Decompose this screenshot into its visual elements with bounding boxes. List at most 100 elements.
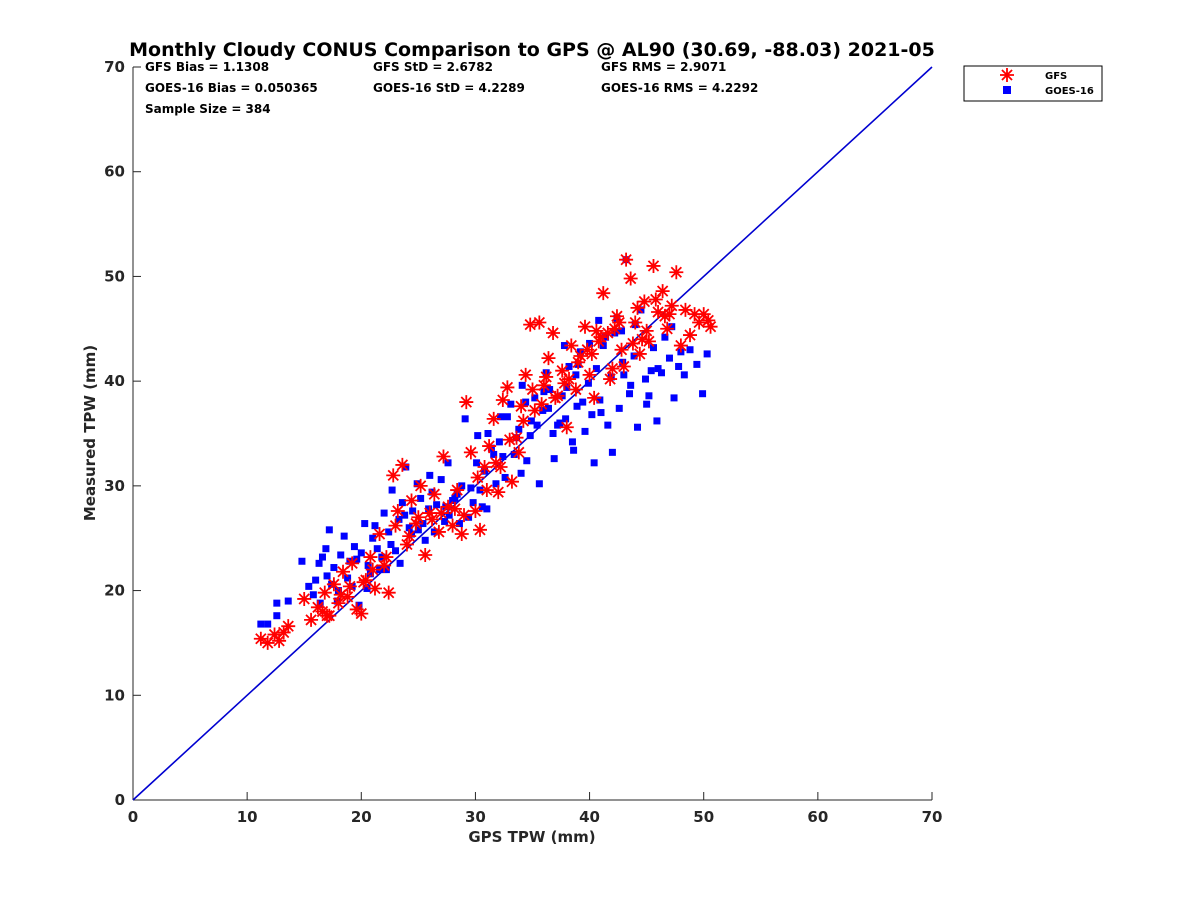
- goes16-point: [654, 365, 662, 373]
- gfs-point: [447, 501, 462, 516]
- gfs-point: [395, 457, 410, 472]
- gfs-point: [539, 369, 554, 384]
- x-tick-label: 50: [693, 808, 714, 826]
- gfs-point: [591, 334, 606, 349]
- goes16-point: [645, 392, 653, 400]
- goes16-point: [634, 423, 642, 431]
- gfs-point: [701, 313, 716, 328]
- gfs-point: [276, 625, 291, 640]
- goes16-point: [382, 566, 390, 574]
- goes16-point: [680, 371, 688, 379]
- goes16-point: [340, 532, 348, 540]
- gfs-point: [630, 300, 645, 315]
- gfs-point: [326, 577, 341, 592]
- goes16-point: [642, 375, 650, 383]
- gfs-point: [600, 325, 615, 340]
- gfs-point: [425, 512, 440, 527]
- goes16-point: [670, 394, 678, 402]
- goes16-point: [597, 409, 605, 417]
- gfs-point: [696, 307, 711, 322]
- gfs-point: [546, 325, 561, 340]
- goes16-point: [526, 432, 534, 440]
- goes16-point: [483, 505, 491, 513]
- gfs-point: [441, 499, 456, 514]
- goes16-point: [421, 536, 429, 544]
- y-tick-label: 0: [115, 791, 125, 809]
- gfs-point: [253, 631, 268, 646]
- x-tick-label: 60: [807, 808, 828, 826]
- goes16-point: [451, 494, 459, 502]
- gfs-point: [367, 581, 382, 596]
- gfs-point: [500, 380, 515, 395]
- goes16-point: [515, 425, 523, 433]
- goes16-point: [572, 371, 580, 379]
- gfs-point: [568, 382, 583, 397]
- y-axis-label: Measured TPW (mm): [81, 345, 99, 521]
- legend-gfs-marker: [1000, 68, 1014, 82]
- goes16-point: [473, 459, 481, 467]
- gfs-point: [411, 510, 426, 525]
- gfs-point: [472, 522, 487, 537]
- goes16-point: [344, 574, 352, 582]
- gfs-point: [470, 470, 485, 485]
- gfs-point: [422, 506, 437, 521]
- goes16-point: [409, 507, 417, 515]
- gfs-point: [402, 529, 417, 544]
- goes16-point: [387, 540, 395, 548]
- gfs-point: [386, 468, 401, 483]
- goes16-point: [417, 494, 425, 502]
- gfs-point: [267, 627, 282, 642]
- goes16-point: [501, 473, 509, 481]
- goes16-point: [647, 367, 655, 375]
- stat-gfs-bias: GFS Bias = 1.1308: [145, 60, 269, 74]
- gfs-point: [434, 506, 449, 521]
- goes16-point: [402, 463, 410, 471]
- gfs-point: [639, 323, 654, 338]
- gfs-point: [607, 321, 622, 336]
- goes16-point: [392, 547, 400, 555]
- gfs-point: [625, 336, 640, 351]
- goes16-point: [665, 354, 673, 362]
- goes16-point: [441, 517, 449, 525]
- goes16-point: [657, 369, 665, 377]
- gfs-point: [616, 359, 631, 374]
- goes16-point: [363, 584, 371, 592]
- goes16-point: [584, 379, 592, 387]
- goes16-point: [305, 582, 313, 590]
- gfs-point: [557, 376, 572, 391]
- stat-goes-rms: GOES-16 RMS = 4.2292: [601, 81, 758, 95]
- goes16-point: [337, 551, 345, 559]
- goes16-point: [371, 522, 379, 530]
- goes16-point: [627, 381, 635, 389]
- gfs-point: [377, 558, 392, 573]
- gfs-point: [573, 349, 588, 364]
- gfs-point: [612, 315, 627, 330]
- goes16-point: [535, 480, 543, 488]
- gfs-point: [678, 302, 693, 317]
- goes16-point: [626, 390, 634, 398]
- goes16-point: [568, 438, 576, 446]
- gfs-point: [516, 413, 531, 428]
- gfs-point: [502, 432, 517, 447]
- goes16-point: [686, 346, 694, 354]
- goes16-point: [699, 390, 707, 398]
- goes16-point: [405, 524, 413, 532]
- gfs-point: [468, 503, 483, 518]
- goes16-point: [273, 599, 281, 607]
- gfs-point: [486, 411, 501, 426]
- gfs-point: [637, 294, 652, 309]
- gfs-point: [356, 575, 371, 590]
- y-tick-label: 50: [104, 267, 125, 285]
- gfs-point: [603, 372, 618, 387]
- gfs-point: [463, 445, 478, 460]
- gfs-point: [427, 487, 442, 502]
- gfs-point: [315, 604, 330, 619]
- goes16-point: [445, 511, 453, 519]
- goes16-point: [549, 430, 557, 437]
- goes16-point: [562, 415, 570, 423]
- gfs-point: [578, 319, 593, 334]
- gfs-point: [571, 355, 586, 370]
- x-tick-label: 20: [351, 808, 372, 826]
- goes16-point: [401, 511, 409, 519]
- gfs-point: [379, 550, 394, 565]
